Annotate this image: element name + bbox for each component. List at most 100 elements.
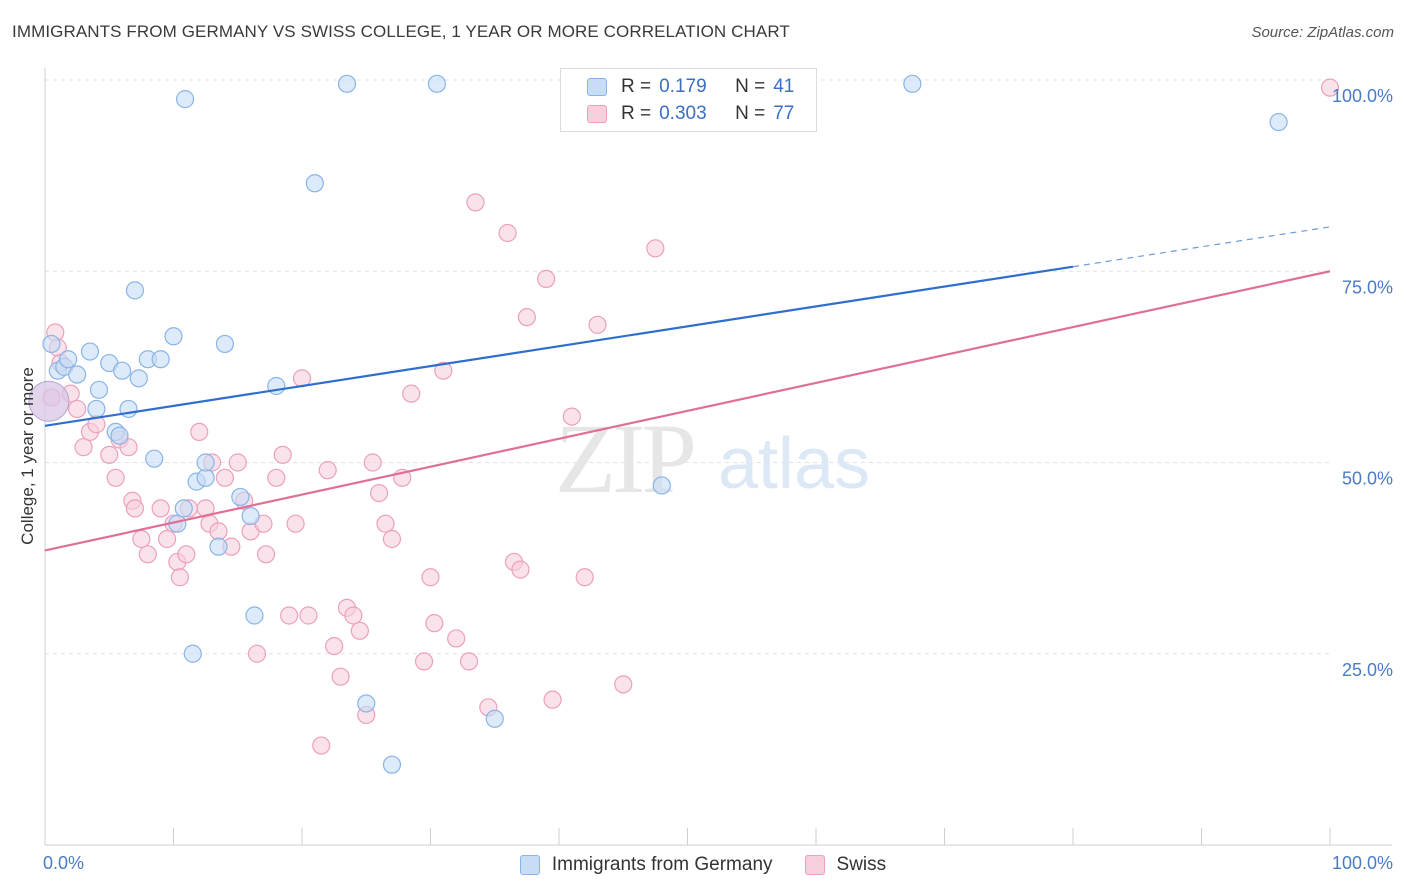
swiss-point-16 [138,545,157,564]
swiss-point-73 [588,315,607,334]
swiss-point-38 [273,445,292,464]
germany-point-27 [215,334,234,354]
swiss-point-65 [498,223,517,243]
swiss-point-51 [363,453,382,472]
swiss-point-56 [402,384,421,403]
swiss-point-40 [286,514,305,533]
swiss-point-39 [280,606,299,625]
swiss-trend-line [44,270,1331,552]
germany-point-38 [652,476,671,495]
swiss-point-71 [562,407,581,426]
swiss-point-53 [376,514,395,533]
legend-item-germany[interactable]: Immigrants from Germany [519,854,773,876]
swiss-point-10 [106,468,125,487]
germany-point-24 [196,468,215,487]
germany-point-18 [164,327,183,346]
y-axis-label: College, 1 year or more [18,367,37,545]
germany-point-37 [485,709,504,728]
swiss-point-63 [466,193,485,212]
grid [45,79,1330,655]
swiss-point-60 [434,361,453,380]
swiss-point-43 [312,736,331,755]
germany-trend-line [44,265,1074,427]
legend-row-germany: R = 0.179 N = 41 [587,74,794,100]
swiss-point-67 [511,560,530,579]
germany-point-17 [151,350,170,369]
swiss-point-24 [190,422,209,441]
swiss-point-34 [247,644,267,663]
swiss-point-75 [646,239,665,258]
cluster-bubble [28,380,70,422]
y-tick-label-75: 75.0% [1342,277,1393,297]
legend-n-value-swiss: 77 [773,103,795,124]
tick-labels: 100.0% 75.0% 50.0% 25.0% 0.0% 100.0% [43,86,1393,873]
legend-n-value-germany: 41 [773,76,795,97]
germany-point-16 [145,449,164,468]
swiss-point-22 [177,545,196,564]
germany-point-32 [305,174,324,193]
swiss-point-62 [459,652,479,671]
legend-n-label: N = [735,103,766,124]
germany-point-33 [337,74,357,93]
germany-point-13 [125,281,145,300]
legend-swatch-germany [587,78,607,96]
legend-r-value-swiss: 0.303 [659,103,707,124]
swiss-point-49 [350,621,369,640]
swiss-point-72 [575,568,594,587]
legend-item-swiss[interactable]: Swiss [804,854,886,876]
germany-points [42,74,1288,774]
germany-point-11 [112,361,132,380]
germany-trend-extension [1072,226,1331,268]
germany-point-4 [68,365,87,384]
swiss-point-6 [74,438,93,457]
y-tick-label-50: 50.0% [1342,469,1393,489]
trend-lines [44,226,1331,552]
germany-point-6 [87,399,106,419]
germany-point-28 [231,487,250,507]
y-tick-label-100: 100.0% [1332,86,1393,106]
legend-r-value-germany: 0.179 [659,76,707,97]
swiss-point-48 [344,606,363,625]
swiss-point-59 [425,614,444,633]
swiss-point-21 [170,568,190,587]
swiss-point-17 [151,499,170,518]
x-tick-label-0: 0.0% [43,853,84,873]
legend-swatch-swiss [587,105,607,123]
swiss-point-14 [125,499,145,518]
swiss-point-29 [215,468,234,487]
germany-point-3 [59,350,78,369]
series-legend: Immigrants from Germany Swiss [0,852,1406,878]
germany-point-29 [241,506,260,526]
germany-point-10 [110,426,129,445]
swiss-point-15 [132,529,151,549]
swiss-point-42 [299,606,318,625]
germany-point-5 [80,342,100,361]
legend-r-label: R = [621,76,652,97]
swiss-point-36 [256,545,276,564]
swiss-point-76 [1320,78,1340,97]
germany-point-39 [903,74,922,93]
swiss-point-52 [370,484,389,503]
swiss-point-68 [517,308,536,327]
swiss-point-5 [68,399,87,419]
axes [44,68,1392,846]
swiss-point-57 [414,652,434,671]
germany-point-14 [129,369,148,388]
swiss-point-37 [267,468,286,487]
germany-point-35 [382,755,402,774]
germany-point-30 [245,606,264,625]
swiss-points [28,78,1340,755]
source-label: Source: ZipAtlas.com [1251,24,1394,41]
swiss-point-18 [157,529,177,549]
watermark-atlas: atlas [718,424,870,504]
swiss-point-46 [331,667,350,686]
germany-point-12 [119,399,138,419]
swiss-point-74 [614,675,633,694]
stats-legend: R = 0.179 N = 41 R = 0.303 N = 77 [560,68,817,132]
swiss-point-9 [100,445,119,464]
swiss-point-28 [209,522,228,541]
swiss-point-69 [537,269,556,288]
swiss-point-70 [543,690,562,709]
germany-point-25 [196,453,215,472]
